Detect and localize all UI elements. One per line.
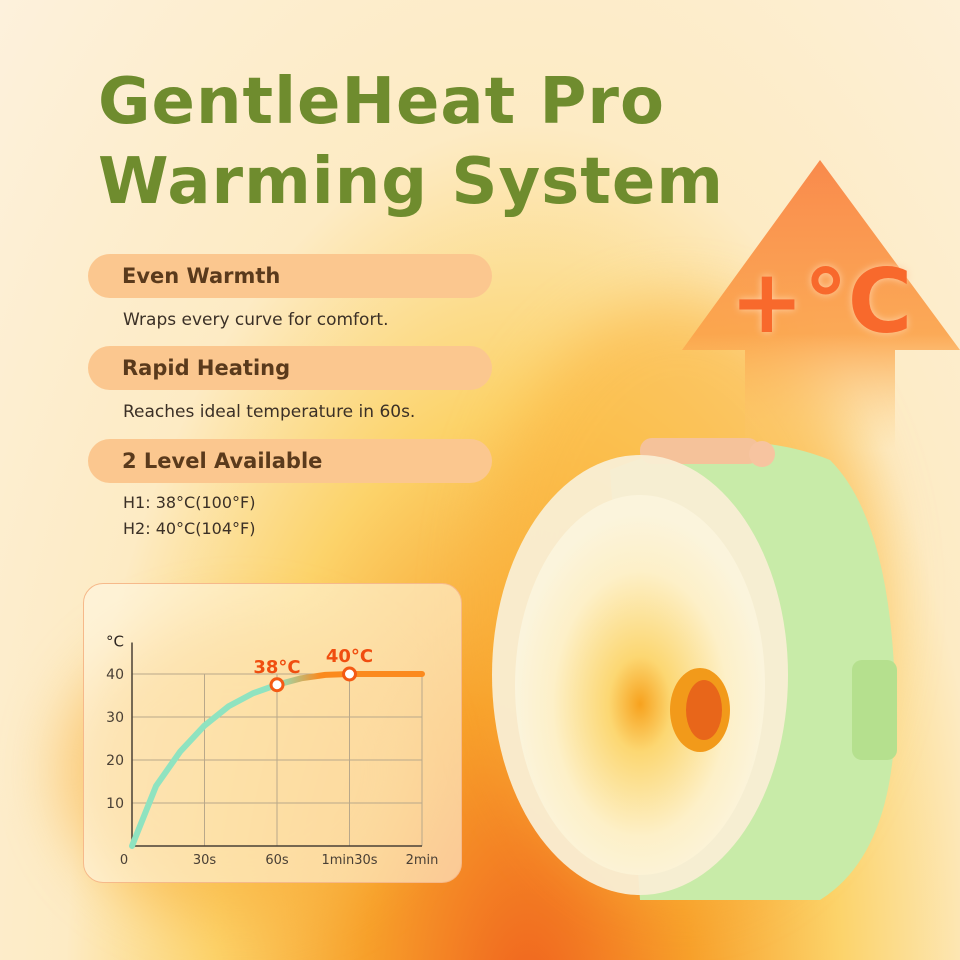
y-axis-label: °C [106, 633, 124, 651]
x-tick-label: 2min [406, 853, 439, 868]
page-title: GentleHeat Pro Warming System [98, 62, 724, 222]
heating-chart-card: 10 20 30 40 0 30s 60s 1min30s 2min °C 38°C 40°C [83, 583, 462, 883]
y-tick-label: 10 [106, 796, 124, 812]
up-arrow-icon [682, 160, 960, 450]
y-tick-label: 20 [106, 753, 124, 769]
feature-pill-even-warmth: Even Warmth [88, 254, 492, 298]
feature-desc: Reaches ideal temperature in 60s. [123, 402, 416, 422]
level-h1: H1: 38°C(100°F) [123, 493, 256, 512]
y-tick-label: 40 [106, 667, 124, 683]
x-tick-label: 0 [120, 853, 128, 868]
x-tick-label: 1min30s [321, 853, 377, 868]
heating-chart: 10 20 30 40 0 30s 60s 1min30s 2min °C 38°C 40°C [106, 633, 439, 869]
data-label: 40°C [326, 646, 373, 667]
x-tick-label: 60s [265, 853, 289, 868]
feature-pill-rapid-heating: Rapid Heating [88, 346, 492, 390]
breast-pump-image [492, 438, 897, 900]
data-point-marker [269, 677, 285, 693]
data-point-marker [342, 666, 357, 682]
plus-degree-label: +°C [730, 250, 913, 353]
title-line-1: GentleHeat Pro [98, 65, 665, 139]
x-tick-label: 30s [193, 853, 217, 868]
feature-pill-levels: 2 Level Available [88, 439, 492, 483]
data-label: 38°C [253, 657, 300, 678]
level-h2: H2: 40°C(104°F) [123, 519, 256, 538]
title-line-2: Warming System [98, 145, 724, 219]
y-tick-label: 30 [106, 710, 124, 726]
feature-desc: Wraps every curve for comfort. [123, 310, 389, 330]
